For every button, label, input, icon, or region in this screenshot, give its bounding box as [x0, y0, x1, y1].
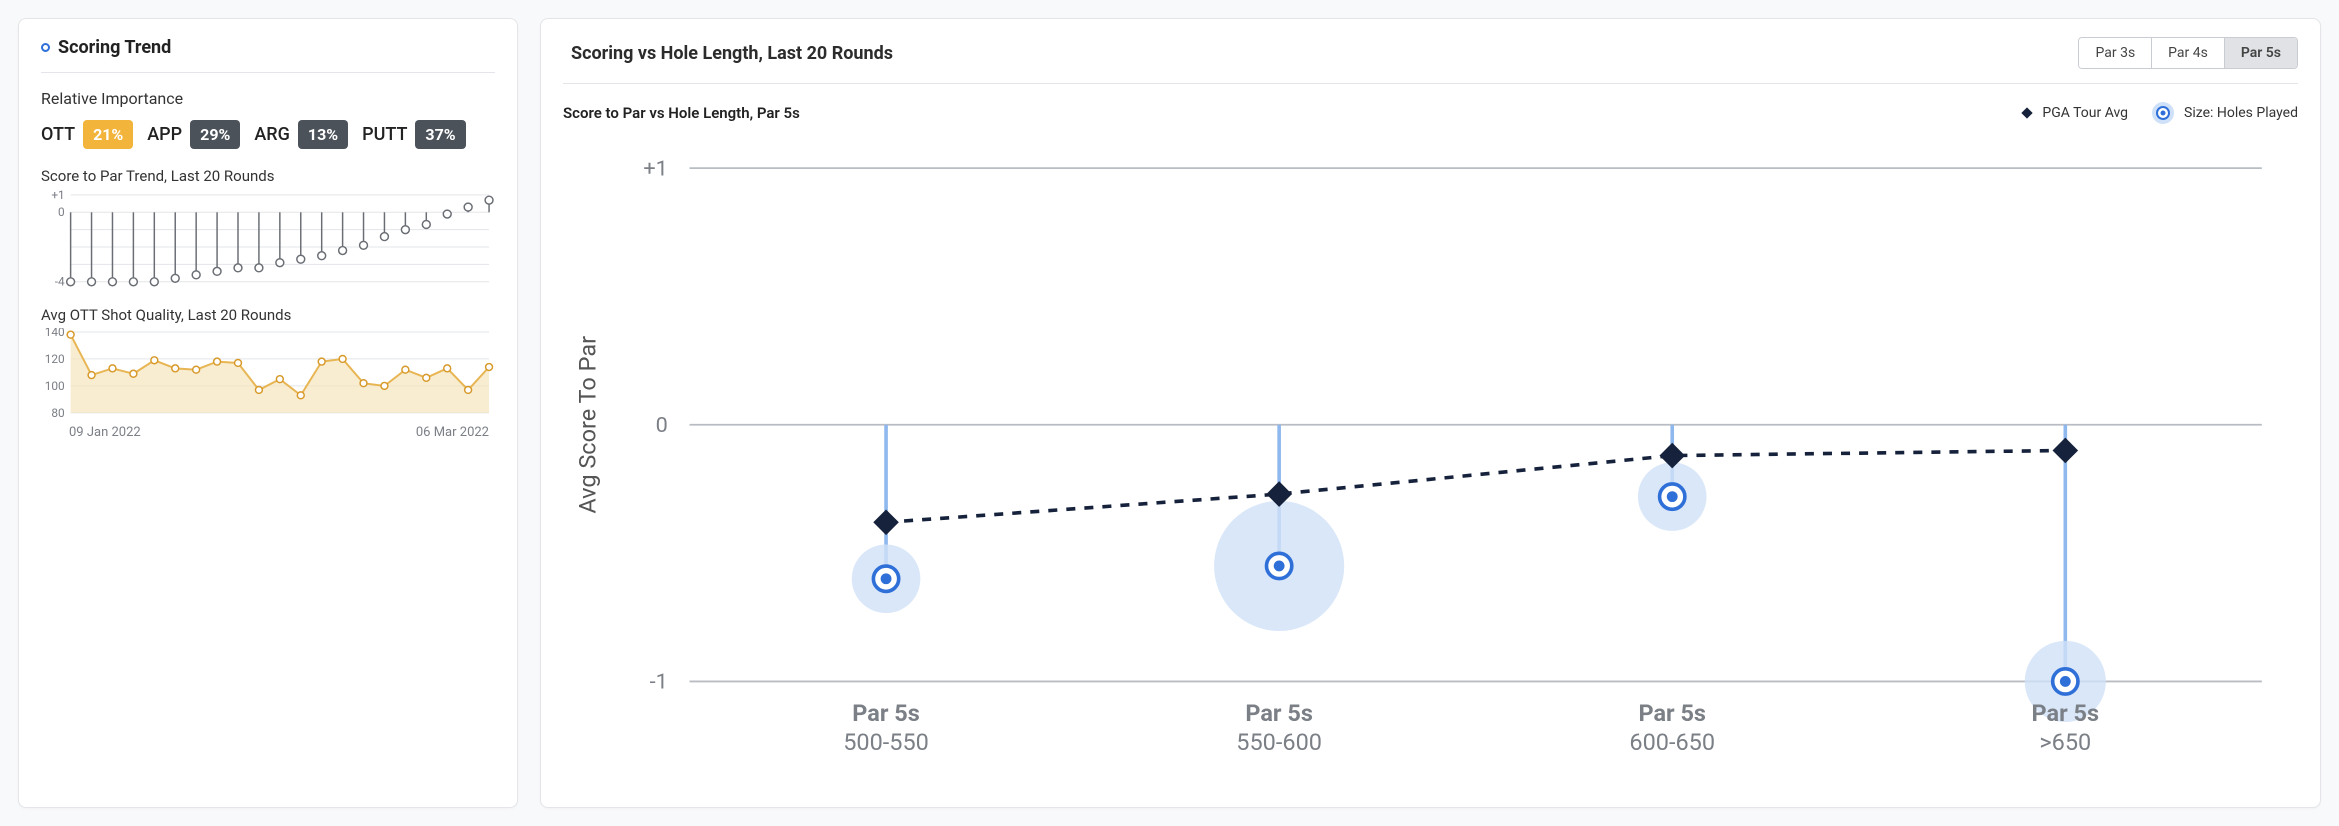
importance-badge: 21% [83, 120, 133, 149]
svg-text:+1: +1 [51, 189, 64, 202]
tab-par4s[interactable]: Par 4s [2151, 38, 2224, 68]
importance-ott[interactable]: OTT 21% [41, 120, 133, 149]
hole-length-title-text: Scoring vs Hole Length, Last 20 Rounds [571, 43, 893, 64]
scoring-trend-title-text: Scoring Trend [58, 37, 171, 58]
tab-par5s[interactable]: Par 5s [2224, 38, 2297, 68]
hole-length-header: Scoring vs Hole Length, Last 20 Rounds P… [563, 37, 2298, 84]
score-trend-subtitle: Score to Par Trend, Last 20 Rounds [41, 167, 495, 185]
tab-par3s[interactable]: Par 3s [2079, 38, 2151, 68]
hole-length-title: Scoring vs Hole Length, Last 20 Rounds [563, 43, 893, 64]
importance-label: OTT [41, 124, 75, 145]
importance-badge: 13% [298, 120, 348, 149]
svg-text:>650: >650 [2039, 728, 2091, 756]
svg-text:Par 5s: Par 5s [2032, 699, 2100, 727]
date-start: 09 Jan 2022 [69, 425, 141, 440]
bullet-icon [41, 43, 50, 52]
score-vs-length-chart: Avg Score To Par+10-1Par 5s500-550Par 5s… [563, 132, 2298, 783]
svg-text:600-650: 600-650 [1629, 728, 1715, 756]
svg-text:0: 0 [656, 413, 668, 438]
importance-arg[interactable]: ARG 13% [254, 120, 348, 149]
legend-bubble-label: Size: Holes Played [2184, 105, 2298, 121]
legend-pga: PGA Tour Avg [2020, 105, 2128, 121]
dashboard-row: Scoring Trend Relative Importance OTT 21%… [18, 18, 2321, 808]
svg-text:120: 120 [45, 352, 65, 366]
score-trend-chart: +1 0 -4 [41, 189, 495, 288]
svg-text:Par 5s: Par 5s [1245, 699, 1313, 727]
svg-text:Par 5s: Par 5s [1638, 699, 1706, 727]
chart-subheader: Score to Par vs Hole Length, Par 5s PGA … [563, 100, 2298, 126]
relative-importance-row: OTT 21% APP 29% ARG 13% PUTT 37% [41, 120, 495, 149]
importance-label: PUTT [362, 124, 407, 145]
svg-text:140: 140 [45, 328, 65, 339]
svg-text:-1: -1 [650, 670, 668, 695]
ott-quality-chart: 80 100 120 140 [41, 328, 495, 417]
importance-badge: 37% [415, 120, 465, 149]
importance-putt[interactable]: PUTT 37% [362, 120, 466, 149]
importance-label: ARG [254, 124, 290, 145]
diamond-icon [2020, 106, 2034, 120]
par-tabs: Par 3sPar 4sPar 5s [2078, 37, 2298, 69]
svg-text:Avg Score To Par: Avg Score To Par [574, 336, 602, 514]
scoring-trend-card: Scoring Trend Relative Importance OTT 21%… [18, 18, 518, 808]
bubble-icon [2150, 100, 2176, 126]
hole-length-card: Scoring vs Hole Length, Last 20 Rounds P… [540, 18, 2321, 808]
legend-bubble: Size: Holes Played [2150, 100, 2298, 126]
importance-app[interactable]: APP 29% [147, 120, 240, 149]
date-range: 09 Jan 2022 06 Mar 2022 [41, 425, 495, 440]
scoring-trend-title: Scoring Trend [41, 37, 495, 73]
importance-label: APP [147, 124, 182, 145]
svg-text:0: 0 [58, 205, 65, 219]
legend-pga-label: PGA Tour Avg [2042, 105, 2128, 121]
svg-text:80: 80 [51, 406, 64, 417]
svg-text:500-550: 500-550 [843, 728, 929, 756]
svg-text:-4: -4 [55, 275, 65, 288]
relative-importance-label: Relative Importance [41, 89, 495, 108]
svg-text:100: 100 [45, 379, 65, 393]
svg-text:Par 5s: Par 5s [852, 699, 920, 727]
chart-subtitle: Score to Par vs Hole Length, Par 5s [563, 104, 800, 122]
chart-legend: PGA Tour Avg Size: Holes Played [2020, 100, 2298, 126]
svg-text:+1: +1 [643, 156, 667, 181]
ott-quality-subtitle: Avg OTT Shot Quality, Last 20 Rounds [41, 306, 495, 324]
date-end: 06 Mar 2022 [416, 425, 489, 440]
importance-badge: 29% [190, 120, 240, 149]
svg-text:550-600: 550-600 [1236, 728, 1322, 756]
